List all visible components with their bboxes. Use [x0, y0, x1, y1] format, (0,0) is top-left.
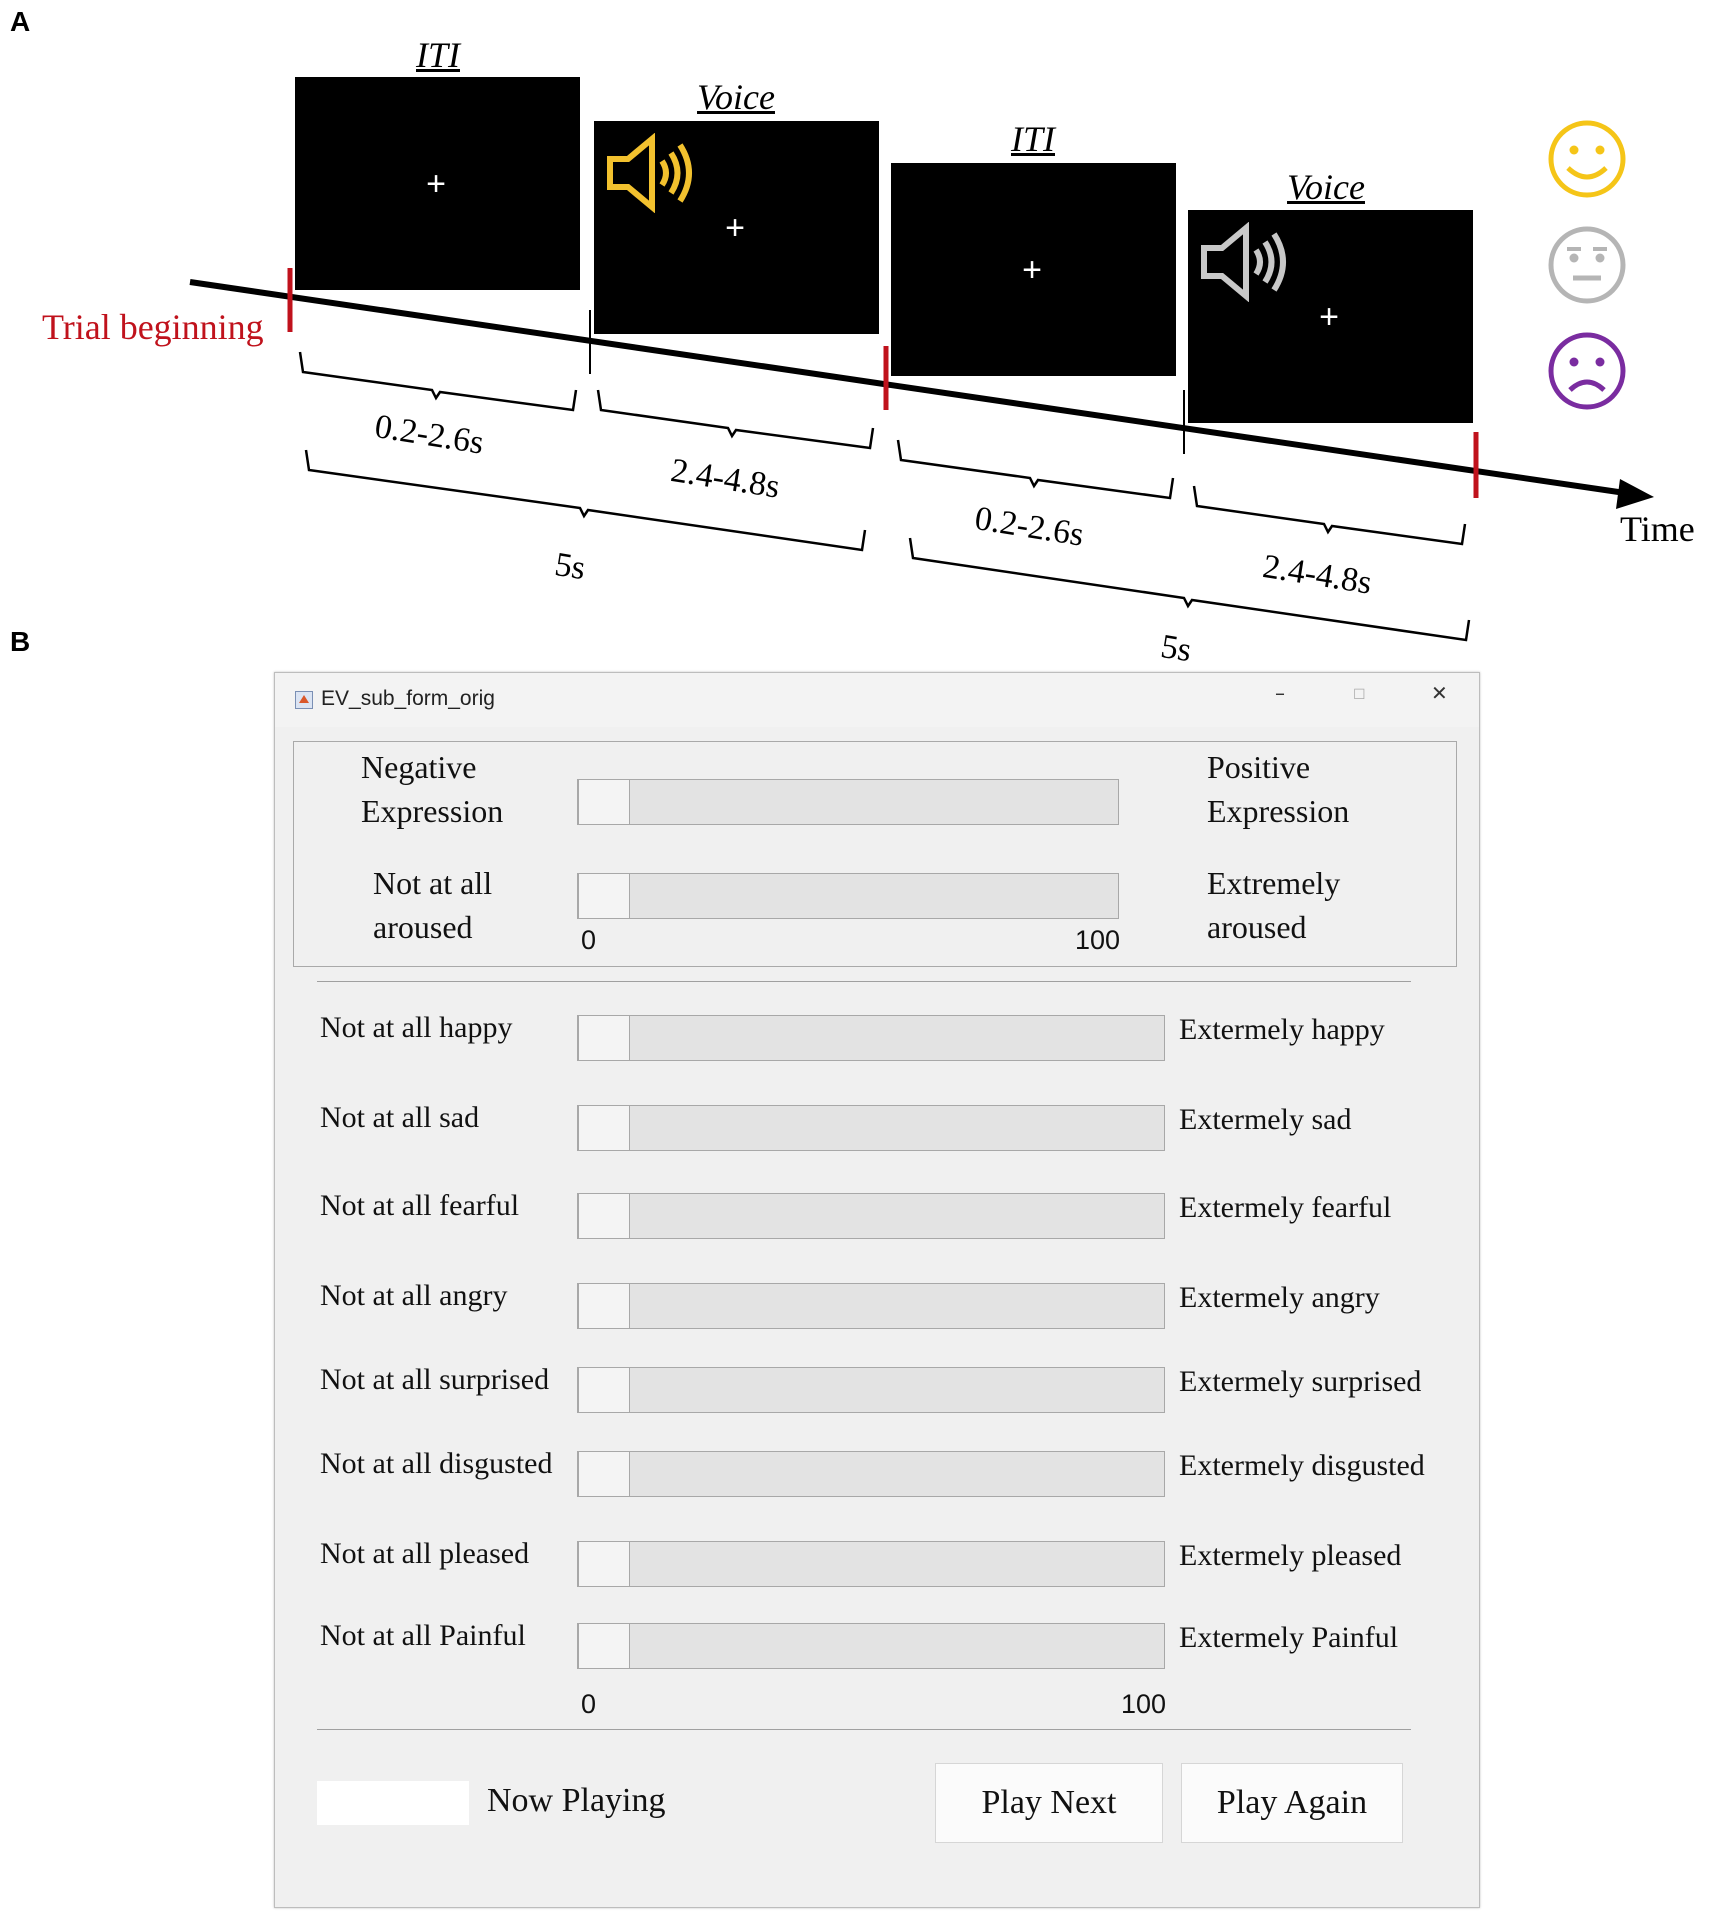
emotion-left-label: Not at all Painful [320, 1619, 526, 1652]
arousal-slider[interactable] [577, 873, 1119, 919]
extremely-aroused-label-line1: Extremely [1207, 865, 1341, 901]
brace-iti-1 [298, 351, 578, 412]
total-duration-2: 5s [1158, 628, 1194, 670]
slider-thumb[interactable] [578, 1105, 630, 1151]
separator-top [317, 981, 1411, 982]
fixation-cross: + [426, 165, 446, 203]
emotion-right-label: Extermely happy [1179, 1013, 1385, 1046]
slider-thumb[interactable] [578, 1283, 630, 1329]
window-titlebar: EV_sub_form_orig – ☐ ✕ [275, 673, 1479, 727]
emotion-slider[interactable] [577, 1451, 1165, 1497]
bottom-scale-max: 100 [1121, 1689, 1167, 1719]
panel-b-label: B [10, 626, 31, 657]
minimize-button[interactable]: – [1275, 681, 1285, 705]
emotion-left-label: Not at all pleased [320, 1537, 530, 1570]
happy-face-icon [1548, 120, 1626, 198]
slider-thumb[interactable] [578, 1623, 630, 1669]
total-duration-1: 5s [552, 546, 588, 588]
top-scale-min: 0 [581, 925, 597, 955]
now-playing-label: Now Playing [487, 1782, 666, 1819]
emotion-slider[interactable] [577, 1105, 1165, 1151]
emotion-left-label: Not at all fearful [320, 1189, 520, 1222]
emotion-slider[interactable] [577, 1367, 1165, 1413]
neutral-face-icon [1548, 226, 1626, 304]
voice-label-2: Voice [1287, 167, 1365, 207]
top-scale-max: 100 [1075, 925, 1121, 955]
voice-screen-1: + [594, 121, 879, 334]
sad-face-icon [1548, 332, 1626, 410]
iti-label-1: ITI [416, 35, 460, 75]
voice-screen-2: + [1188, 210, 1473, 423]
emotion-slider[interactable] [577, 1015, 1165, 1061]
slider-thumb[interactable] [578, 873, 630, 919]
play-again-button[interactable]: Play Again [1181, 1763, 1403, 1843]
emotion-right-label: Extermely pleased [1179, 1539, 1402, 1572]
emotion-right-label: Extermely sad [1179, 1103, 1352, 1136]
emotion-slider[interactable] [577, 1623, 1165, 1669]
now-playing-display [317, 1781, 469, 1825]
brace-total-2 [908, 537, 1471, 642]
brace-voice-2 [1192, 485, 1467, 546]
slider-thumb[interactable] [578, 1367, 630, 1413]
time-arrowhead [1616, 479, 1654, 509]
emotion-left-label: Not at all angry [320, 1279, 508, 1312]
maximize-button[interactable]: ☐ [1353, 687, 1366, 703]
fixation-cross: + [1319, 298, 1339, 336]
voice-label-1: Voice [697, 77, 775, 117]
negative-label-line1: Negative [361, 749, 477, 785]
bottom-scale-min: 0 [581, 1689, 597, 1719]
time-label: Time [1620, 509, 1695, 549]
speaker-icon-gray [1201, 222, 1286, 302]
fixation-cross: + [725, 209, 745, 247]
slider-thumb[interactable] [578, 1015, 630, 1061]
separator-bottom [317, 1729, 1411, 1730]
iti-label-2: ITI [1011, 119, 1055, 159]
slider-thumb[interactable] [578, 1451, 630, 1497]
positive-label-line2: Expression [1207, 793, 1350, 829]
emotion-right-label: Extermely disgusted [1179, 1449, 1425, 1482]
play-next-button[interactable]: Play Next [935, 1763, 1163, 1843]
emotion-left-label: Not at all surprised [320, 1363, 550, 1396]
iti-screen-2: + [891, 163, 1176, 376]
brace-iti-2 [896, 439, 1175, 500]
not-aroused-label-line1: Not at all [373, 865, 493, 901]
negative-label-line2: Expression [361, 793, 504, 829]
timeline-svg [189, 268, 1654, 642]
brace-total-1 [304, 449, 867, 552]
panel-a-label: A [10, 6, 31, 37]
fixation-cross: + [1022, 251, 1042, 289]
emotion-right-label: Extermely Painful [1179, 1621, 1399, 1654]
emotion-left-label: Not at all disgusted [320, 1447, 553, 1480]
emotion-left-label: Not at all sad [320, 1101, 480, 1134]
valence-arousal-group [293, 741, 1457, 967]
trial-beginning-label: Trial beginning [42, 307, 264, 347]
not-aroused-label-line2: aroused [373, 909, 473, 945]
time-axis [189, 279, 1633, 497]
positive-label-line1: Positive [1207, 749, 1311, 785]
iti-screen-1: + [295, 77, 580, 290]
speaker-icon-yellow [607, 133, 692, 213]
emotion-right-label: Extermely angry [1179, 1281, 1380, 1314]
slider-thumb[interactable] [578, 779, 630, 825]
rating-window: EV_sub_form_orig – ☐ ✕ Negative Expressi… [274, 672, 1480, 1908]
emotion-right-label: Extermely surprised [1179, 1365, 1422, 1398]
slider-thumb[interactable] [578, 1541, 630, 1587]
window-title: EV_sub_form_orig [321, 687, 495, 710]
emotion-slider[interactable] [577, 1193, 1165, 1239]
valence-slider[interactable] [577, 779, 1119, 825]
slider-thumb[interactable] [578, 1193, 630, 1239]
emotion-left-label: Not at all happy [320, 1011, 513, 1044]
emotion-slider[interactable] [577, 1283, 1165, 1329]
emotion-right-label: Extermely fearful [1179, 1191, 1392, 1224]
close-button[interactable]: ✕ [1431, 681, 1448, 705]
brace-voice-1 [596, 389, 875, 450]
emotion-slider[interactable] [577, 1541, 1165, 1587]
matlab-icon [295, 691, 313, 709]
extremely-aroused-label-line2: aroused [1207, 909, 1307, 945]
